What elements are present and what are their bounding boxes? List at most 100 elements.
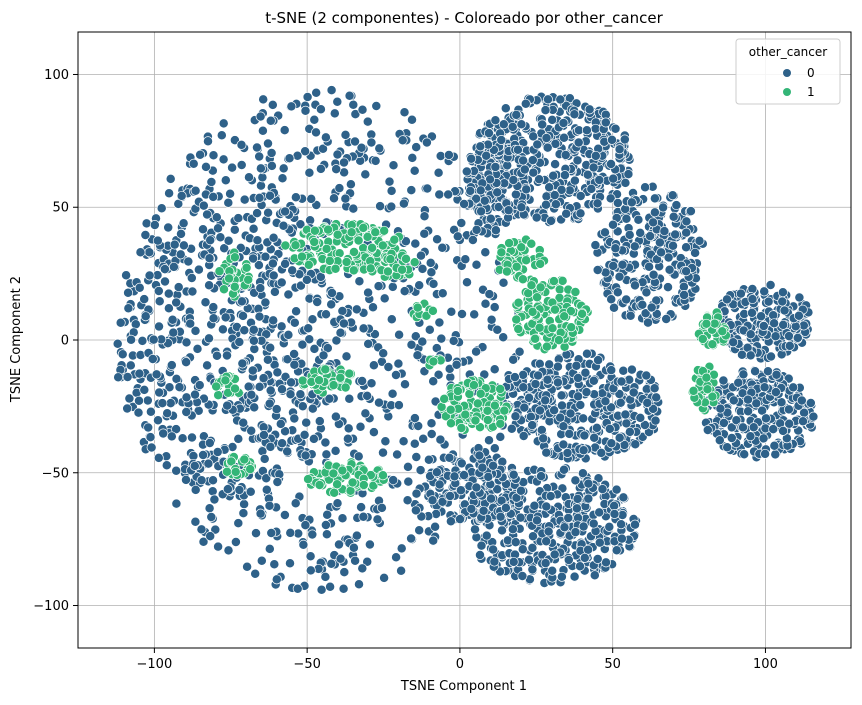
scatter-point (252, 235, 263, 246)
scatter-point (122, 403, 133, 414)
scatter-point (398, 198, 409, 209)
scatter-point (471, 482, 482, 493)
scatter-point (452, 231, 463, 242)
scatter-point (373, 281, 384, 292)
scatter-point (616, 376, 627, 387)
scatter-point (297, 251, 307, 262)
scatter-point (123, 287, 134, 298)
scatter-point (400, 379, 410, 390)
scatter-point (545, 491, 556, 502)
scatter-point (278, 220, 289, 231)
scatter-point (265, 190, 275, 201)
scatter-point (298, 539, 309, 550)
scatter-point (198, 450, 209, 460)
scatter-point (747, 294, 758, 305)
scatter-point (661, 314, 672, 324)
scatter-point (181, 392, 192, 403)
scatter-point (541, 341, 552, 352)
scatter-point (777, 287, 788, 298)
scatter-point (541, 133, 552, 143)
scatter-point (344, 368, 355, 379)
scatter-point (563, 513, 574, 523)
scatter-point (701, 318, 712, 329)
scatter-point (165, 173, 176, 184)
scatter-point (328, 468, 339, 479)
scatter-point (681, 227, 692, 238)
scatter-point (620, 409, 631, 420)
scatter-point (277, 173, 288, 184)
scatter-point (770, 387, 781, 398)
scatter-point (347, 477, 358, 488)
scatter-point (757, 405, 768, 416)
scatter-point (747, 284, 758, 294)
scatter-point (792, 332, 803, 343)
scatter-point (476, 206, 487, 217)
scatter-point (510, 537, 521, 548)
scatter-point (798, 320, 809, 331)
scatter-point (745, 329, 756, 340)
scatter-point (479, 195, 490, 206)
scatter-point (181, 407, 192, 417)
scatter-point (498, 119, 509, 130)
scatter-point (488, 460, 499, 471)
y-tick-label: 0 (61, 334, 69, 349)
scatter-point (178, 218, 189, 229)
scatter-point (115, 317, 126, 328)
scatter-point (351, 304, 362, 315)
scatter-point (204, 503, 215, 514)
scatter-point (314, 480, 325, 490)
scatter-point (237, 358, 248, 369)
scatter-point (481, 530, 492, 541)
scatter-point (737, 349, 747, 360)
scatter-point (278, 163, 289, 174)
scatter-point (341, 351, 352, 362)
scatter-point (334, 539, 344, 550)
scatter-point (153, 452, 164, 463)
scatter-point (604, 521, 615, 532)
scatter-point (541, 501, 552, 512)
scatter-point (628, 387, 639, 398)
scatter-point (139, 294, 150, 305)
scatter-point (344, 393, 355, 404)
scatter-point (550, 304, 560, 315)
scatter-point (307, 403, 318, 414)
scatter-point (547, 323, 558, 334)
scatter-point (377, 240, 388, 251)
scatter-point (200, 297, 211, 308)
scatter-point (434, 189, 445, 200)
scatter-point (267, 258, 278, 269)
scatter-point (573, 391, 584, 402)
scatter-point (140, 311, 151, 322)
series-0 (112, 85, 819, 595)
scatter-point (112, 338, 123, 349)
scatter-point (282, 446, 293, 457)
scatter-point (143, 422, 154, 433)
scatter-point (481, 150, 492, 161)
scatter-point (549, 190, 560, 201)
scatter-point (166, 360, 177, 371)
scatter-point (266, 160, 277, 171)
scatter-point (731, 415, 742, 426)
scatter-point (303, 323, 314, 334)
scatter-point (224, 273, 235, 284)
scatter-point (768, 310, 779, 321)
scatter-point (606, 294, 617, 305)
scatter-point (297, 375, 308, 386)
scatter-point (277, 384, 287, 395)
scatter-point (305, 551, 316, 562)
scatter-point (309, 225, 320, 236)
scatter-point (748, 422, 759, 433)
scatter-point (496, 135, 507, 145)
scatter-point (588, 162, 599, 173)
scatter-point (165, 398, 176, 409)
scatter-point (391, 552, 402, 563)
scatter-point (289, 317, 300, 328)
scatter-point (642, 397, 653, 408)
scatter-point (456, 423, 467, 433)
scatter-point (743, 394, 753, 405)
scatter-point (303, 474, 314, 485)
scatter-point (738, 422, 748, 433)
scatter-point (246, 389, 257, 400)
scatter-point (258, 430, 269, 440)
scatter-point (526, 280, 537, 291)
